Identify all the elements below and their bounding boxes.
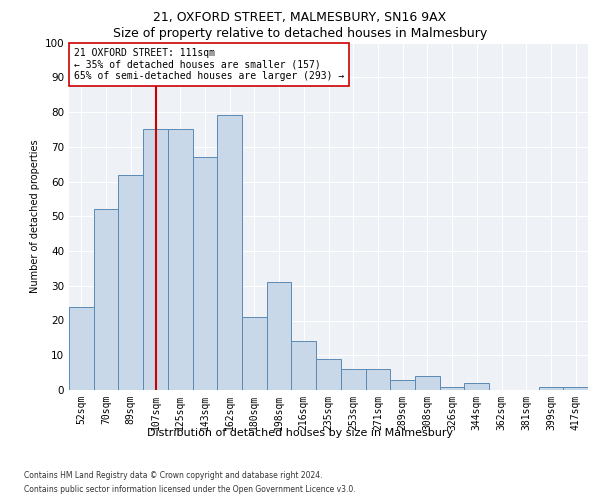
Bar — [193, 157, 217, 390]
Bar — [365, 369, 390, 390]
Text: Distribution of detached houses by size in Malmesbury: Distribution of detached houses by size … — [147, 428, 453, 438]
Text: Size of property relative to detached houses in Malmesbury: Size of property relative to detached ho… — [113, 28, 487, 40]
Text: Contains public sector information licensed under the Open Government Licence v3: Contains public sector information licen… — [24, 485, 356, 494]
Text: Contains HM Land Registry data © Crown copyright and database right 2024.: Contains HM Land Registry data © Crown c… — [24, 471, 323, 480]
Bar — [464, 383, 489, 390]
Bar — [143, 130, 168, 390]
Bar — [390, 380, 415, 390]
Bar — [563, 386, 588, 390]
Text: 21, OXFORD STREET, MALMESBURY, SN16 9AX: 21, OXFORD STREET, MALMESBURY, SN16 9AX — [154, 11, 446, 24]
Bar — [539, 386, 563, 390]
Bar — [316, 358, 341, 390]
Bar — [242, 317, 267, 390]
Bar — [292, 342, 316, 390]
Bar — [217, 116, 242, 390]
Bar — [440, 386, 464, 390]
Text: 21 OXFORD STREET: 111sqm
← 35% of detached houses are smaller (157)
65% of semi-: 21 OXFORD STREET: 111sqm ← 35% of detach… — [74, 48, 344, 81]
Bar — [267, 282, 292, 390]
Bar — [118, 174, 143, 390]
Bar — [94, 210, 118, 390]
Bar — [341, 369, 365, 390]
Y-axis label: Number of detached properties: Number of detached properties — [31, 140, 40, 293]
Bar — [415, 376, 440, 390]
Bar — [69, 306, 94, 390]
Bar — [168, 130, 193, 390]
